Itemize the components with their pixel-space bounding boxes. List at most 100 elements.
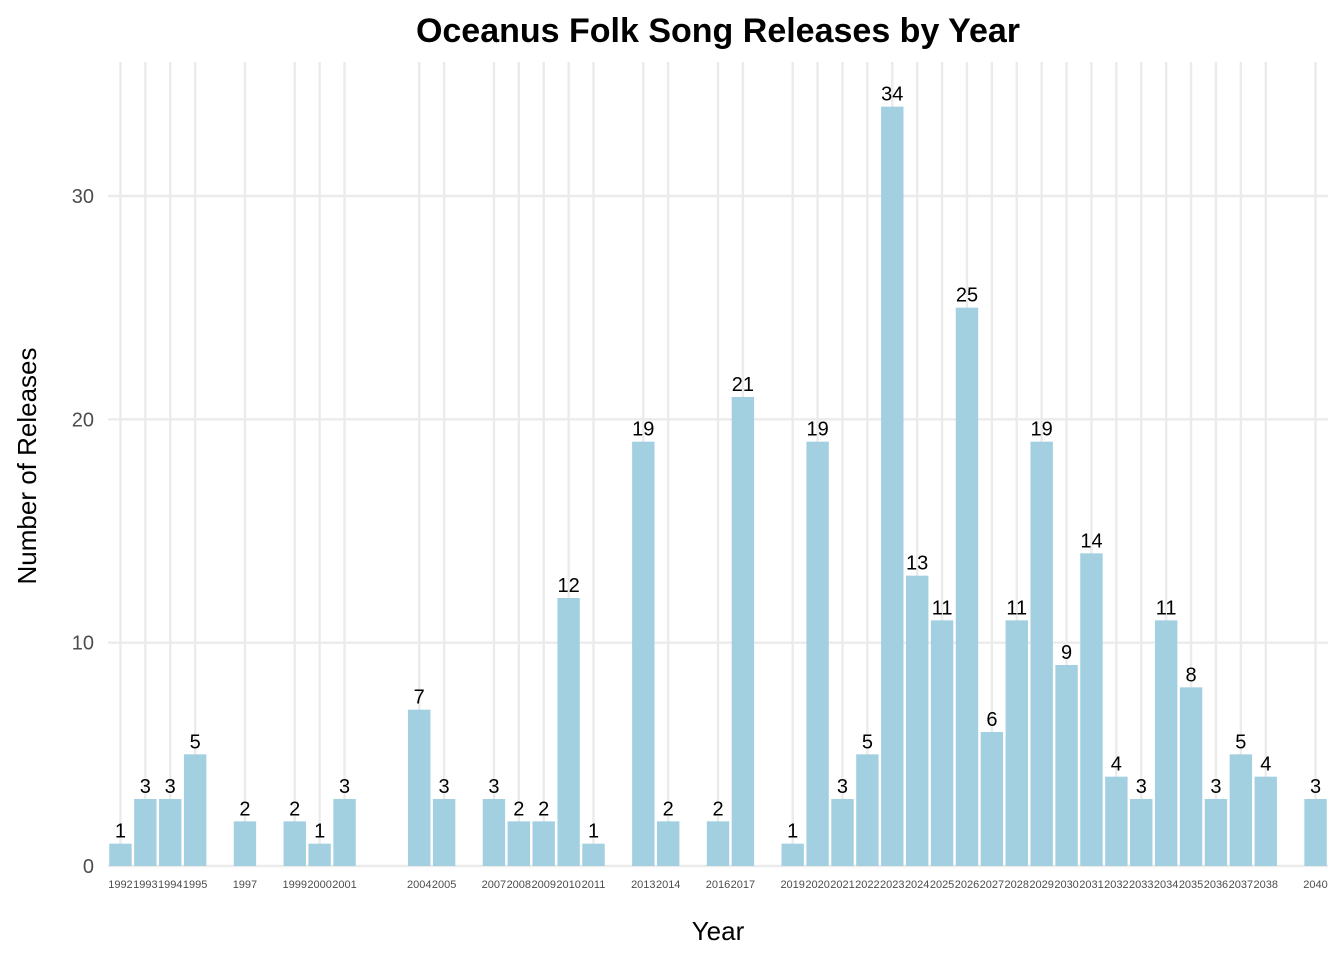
data-label: 25 [956, 285, 978, 307]
bar [706, 821, 730, 866]
bar [1254, 776, 1277, 866]
data-label: 3 [1136, 776, 1147, 798]
data-label: 11 [1156, 597, 1177, 619]
x-tick-label: 2036 [1204, 879, 1228, 891]
bar-layer [109, 106, 1327, 867]
bar [1204, 799, 1228, 866]
x-tick-label: 2037 [1229, 879, 1253, 891]
bar [532, 821, 555, 866]
data-label: 2 [712, 798, 723, 820]
data-label: 5 [862, 731, 873, 753]
bar [657, 821, 680, 866]
y-tick-label: 20 [72, 409, 94, 431]
bar [134, 799, 157, 866]
data-label: 5 [1235, 731, 1246, 753]
x-tick-label: 2024 [905, 879, 929, 891]
bar [408, 709, 431, 866]
x-tick-label: 2023 [880, 879, 904, 891]
x-tick-label: 2010 [556, 879, 580, 891]
x-tick-label: 2040 [1303, 879, 1327, 891]
data-label: 13 [906, 553, 928, 575]
data-label: 9 [1061, 642, 1072, 664]
x-tick-label: 2005 [432, 879, 456, 891]
bar [980, 732, 1004, 866]
y-axis-title: Number of Releases [12, 348, 42, 585]
data-label: 6 [986, 709, 997, 731]
x-tick-label: 1992 [108, 879, 132, 891]
x-tick-label: 2019 [780, 879, 804, 891]
bar [955, 307, 979, 867]
x-tick-label: 1995 [183, 879, 207, 891]
bar [333, 799, 356, 866]
x-tick-label: 2001 [332, 879, 356, 891]
x-tick-label: 2031 [1079, 879, 1103, 891]
x-tick-label: 2027 [980, 879, 1004, 891]
y-tick-label: 0 [83, 856, 94, 878]
data-label: 7 [414, 687, 425, 709]
data-label: 19 [806, 419, 828, 441]
data-label: 1 [588, 821, 599, 843]
x-tick-label: 2011 [582, 879, 606, 891]
y-tick-label: 10 [72, 633, 94, 655]
data-label: 2 [663, 798, 674, 820]
x-tick-label: 2008 [507, 879, 531, 891]
data-label: 3 [1310, 776, 1321, 798]
x-tick-label: 2026 [955, 879, 979, 891]
bar [1080, 553, 1103, 866]
bar [1229, 754, 1253, 866]
x-tick-label: 2004 [407, 879, 431, 891]
x-tick-label: 1994 [158, 879, 182, 891]
bar [159, 799, 182, 866]
data-label: 1 [115, 821, 126, 843]
x-tick-layer: 1992 1993 1994 1995 1997 1999 2000 2001 2004 2005… [108, 879, 1328, 891]
x-tick-label: 2017 [731, 879, 755, 891]
data-label: 5 [190, 731, 201, 753]
bar [856, 754, 879, 866]
x-tick-label: 1993 [133, 879, 157, 891]
x-tick-label: 2029 [1029, 879, 1053, 891]
bar [1105, 776, 1128, 866]
data-label: 14 [1080, 530, 1102, 552]
data-label: 4 [1260, 754, 1271, 776]
x-tick-label: 2016 [706, 879, 730, 891]
data-label: 3 [339, 776, 350, 798]
bar [806, 441, 829, 866]
bar [1030, 441, 1053, 866]
x-tick-label: 2000 [307, 879, 331, 891]
bar [731, 397, 755, 866]
data-label: 12 [557, 575, 579, 597]
bar [109, 843, 132, 866]
bar [183, 754, 207, 866]
bar [582, 843, 605, 866]
data-label: 1 [787, 821, 798, 843]
x-axis-title: Year [692, 916, 745, 946]
bar [482, 799, 506, 866]
bar [781, 843, 804, 866]
bar [930, 620, 954, 866]
data-label: 3 [837, 776, 848, 798]
data-label: 3 [488, 776, 499, 798]
x-tick-label: 2014 [656, 879, 680, 891]
bar [831, 799, 854, 866]
data-label: 2 [538, 798, 549, 820]
data-label: 2 [289, 798, 300, 820]
x-tick-label: 2020 [805, 879, 829, 891]
x-tick-label: 2007 [482, 879, 506, 891]
y-tick-layer: 0 10 20 30 [72, 186, 94, 878]
data-label: 21 [732, 374, 754, 396]
data-label: 19 [1031, 419, 1053, 441]
bar [1130, 799, 1153, 866]
x-tick-label: 2034 [1154, 879, 1178, 891]
bar [308, 843, 331, 866]
data-label: 3 [140, 776, 151, 798]
y-tick-label: 30 [72, 186, 94, 208]
x-tick-label: 2025 [930, 879, 954, 891]
x-tick-label: 2013 [631, 879, 655, 891]
x-tick-label: 2028 [1005, 879, 1029, 891]
bar [1154, 620, 1178, 866]
data-label: 1 [314, 821, 325, 843]
x-tick-label: 1997 [233, 879, 257, 891]
